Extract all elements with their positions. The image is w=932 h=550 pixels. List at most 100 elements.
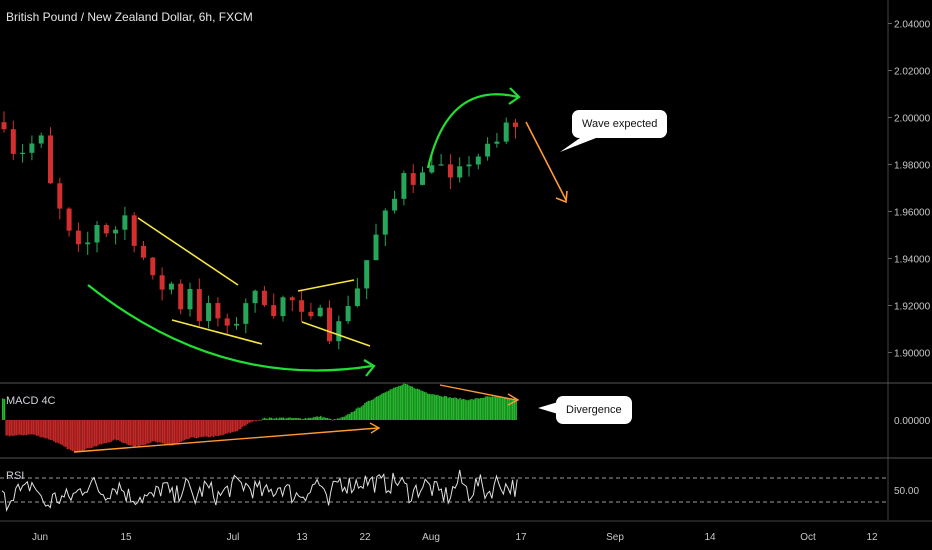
macd-bar (348, 414, 351, 420)
macd-bar (58, 420, 60, 444)
macd-bar (321, 417, 324, 420)
wave-curve-arrow (426, 93, 519, 169)
macd-bar (104, 420, 106, 443)
macd-bar (500, 397, 502, 420)
macd-bar (5, 420, 7, 436)
macd-bar (297, 418, 300, 420)
price-tick-label: 1.94000 (894, 254, 931, 265)
macd-bar (353, 410, 356, 420)
macd-bar (330, 418, 332, 420)
rsi-label: RSI (6, 470, 25, 482)
macd-bar (318, 417, 320, 420)
macd-bar (88, 420, 91, 449)
macd-bar (316, 416, 318, 420)
macd-bar (416, 388, 419, 420)
macd-bar (112, 420, 114, 441)
macd-bar (189, 420, 191, 439)
macd-bar (98, 420, 101, 445)
macd-bar (505, 398, 507, 420)
macd-bar (267, 418, 269, 420)
candle-body (261, 290, 267, 306)
candle-body (224, 318, 230, 326)
candle-body (48, 135, 53, 184)
macd-bar (430, 394, 432, 420)
macd-bar (296, 418, 298, 420)
candle-body (447, 164, 453, 178)
macd-bar (483, 397, 485, 420)
macd-bar (369, 400, 371, 420)
macd-bar (512, 398, 514, 420)
macd-bar (246, 420, 249, 424)
macd-bar (275, 417, 278, 420)
candle-body (234, 323, 239, 326)
macd-bar (452, 398, 454, 420)
macd-bar (49, 420, 52, 440)
candle-body (187, 289, 193, 310)
rsi-line (1, 469, 518, 512)
macd-bar (260, 419, 262, 421)
macd-bar (389, 389, 392, 420)
macd-bar (54, 420, 57, 443)
macd-bar (399, 385, 402, 420)
macd-bar (289, 417, 291, 420)
macd-bar (51, 420, 53, 441)
macd-bar (195, 420, 198, 439)
macd-bar (279, 417, 281, 420)
macd-bar (236, 420, 239, 432)
macd-tick-label: 0.00000 (894, 416, 931, 427)
macd-bar (364, 403, 366, 420)
candle-body (38, 135, 44, 144)
candle-body (327, 307, 332, 342)
macd-bar (336, 418, 339, 420)
macd-bar (209, 420, 211, 438)
macd-bar (25, 420, 28, 436)
macd-bar (19, 420, 21, 435)
macd-bar (445, 396, 448, 420)
macd-bar (92, 420, 94, 448)
candle-body (429, 165, 435, 173)
macd-bar (131, 420, 133, 446)
time-tick-label: Oct (800, 532, 816, 543)
macd-bar (207, 420, 210, 438)
macd-bar (265, 418, 267, 420)
macd-bar (258, 419, 261, 421)
macd-bar (432, 394, 434, 420)
macd-bar (301, 419, 303, 420)
macd-bar (27, 420, 29, 435)
macd-bar (506, 397, 509, 420)
macd-bar (228, 420, 230, 433)
candle-body (215, 303, 221, 319)
macd-bar (418, 389, 420, 420)
macd-bar (68, 420, 70, 450)
macd-divergence-arrow-head (369, 422, 381, 434)
macd-bar (66, 420, 69, 450)
macd-bar (126, 420, 128, 445)
macd-bar (479, 398, 482, 420)
candle-body (103, 225, 109, 234)
macd-bar (450, 397, 453, 420)
macd-bar (510, 398, 512, 420)
price-tick-label: 1.92000 (894, 301, 931, 312)
macd-bar (425, 392, 427, 420)
macd-bar (438, 395, 441, 420)
macd-bar (251, 420, 254, 422)
macd-bar (122, 420, 125, 443)
macd-bar (374, 397, 376, 420)
macd-bar (224, 420, 227, 434)
macd-bar (345, 415, 347, 420)
macd-bar (437, 394, 439, 420)
macd-bar (146, 420, 148, 444)
macd-bar (360, 406, 363, 420)
macd-bar (457, 399, 460, 420)
macd-bar (311, 417, 313, 420)
macd-bar (53, 420, 55, 442)
candle-body (66, 208, 72, 231)
macd-bar (466, 400, 468, 420)
macd-bar (158, 420, 160, 443)
candle-body (503, 122, 509, 142)
macd-bar (71, 420, 74, 451)
candle-body (289, 297, 295, 301)
candle-body (420, 172, 425, 185)
candle-body (113, 229, 119, 234)
